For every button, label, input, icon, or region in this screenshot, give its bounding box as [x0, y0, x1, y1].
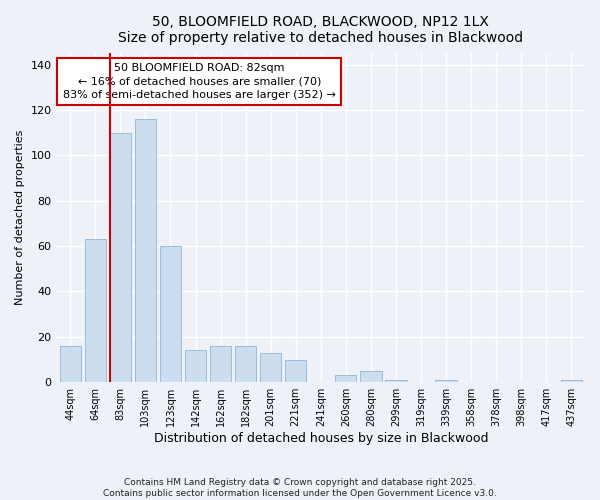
Bar: [260, 352, 281, 382]
Text: 50 BLOOMFIELD ROAD: 82sqm
← 16% of detached houses are smaller (70)
83% of semi-: 50 BLOOMFIELD ROAD: 82sqm ← 16% of detac…: [63, 63, 335, 100]
X-axis label: Distribution of detached houses by size in Blackwood: Distribution of detached houses by size …: [154, 432, 488, 445]
Bar: [210, 346, 231, 382]
Bar: [185, 350, 206, 382]
Bar: [436, 380, 457, 382]
Title: 50, BLOOMFIELD ROAD, BLACKWOOD, NP12 1LX
Size of property relative to detached h: 50, BLOOMFIELD ROAD, BLACKWOOD, NP12 1LX…: [118, 15, 523, 45]
Y-axis label: Number of detached properties: Number of detached properties: [15, 130, 25, 306]
Bar: [360, 371, 382, 382]
Bar: [85, 240, 106, 382]
Bar: [110, 132, 131, 382]
Bar: [135, 119, 156, 382]
Bar: [235, 346, 256, 382]
Bar: [385, 380, 407, 382]
Bar: [160, 246, 181, 382]
Bar: [285, 360, 307, 382]
Bar: [59, 346, 81, 382]
Bar: [560, 380, 582, 382]
Text: Contains HM Land Registry data © Crown copyright and database right 2025.
Contai: Contains HM Land Registry data © Crown c…: [103, 478, 497, 498]
Bar: [335, 376, 356, 382]
